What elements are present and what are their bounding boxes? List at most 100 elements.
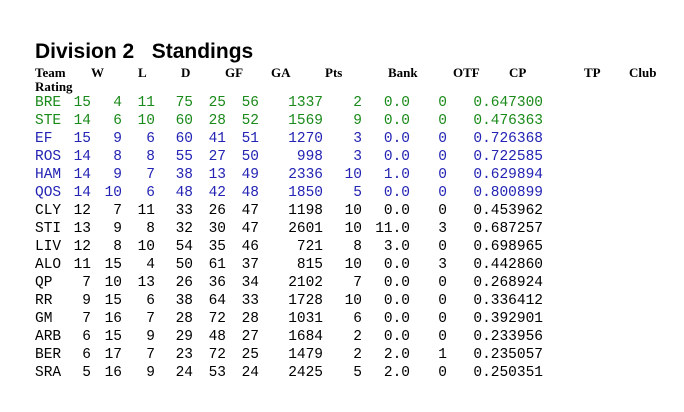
page-title: Division 2 Standings — [35, 40, 254, 63]
cell-ga: 53 — [208, 365, 226, 381]
cell-l: 16 — [104, 311, 122, 327]
cell-d: 4 — [146, 257, 155, 273]
cell-club: 0.336412 — [473, 293, 543, 309]
cell-d: 9 — [146, 365, 155, 381]
header-cp: CP — [509, 65, 527, 80]
cell-cp: 0.0 — [383, 293, 410, 309]
cell-gf: 32 — [175, 221, 193, 237]
cell-team: ALO — [35, 257, 62, 273]
cell-tp: 0 — [438, 167, 447, 183]
cell-tp: 0 — [438, 293, 447, 309]
cell-pts: 24 — [241, 365, 259, 381]
cell-w: 12 — [73, 203, 91, 219]
cell-d: 7 — [146, 311, 155, 327]
table-row: LIV 12 8 10 54 35 46 721 8 3.0 0 0.698965 — [35, 238, 555, 256]
cell-club: 0.687257 — [473, 221, 543, 237]
cell-gf: 75 — [175, 95, 193, 111]
header-otf: OTF — [453, 65, 480, 80]
cell-bank: 1031 — [288, 311, 323, 327]
cell-l: 4 — [113, 95, 122, 111]
header-bank: Bank — [388, 65, 418, 80]
cell-l: 8 — [113, 239, 122, 255]
cell-club: 0.476363 — [473, 113, 543, 129]
cell-bank: 1728 — [288, 293, 323, 309]
cell-otf: 2 — [353, 347, 362, 363]
cell-club: 0.392901 — [473, 311, 543, 327]
cell-w: 7 — [82, 275, 91, 291]
cell-otf: 10 — [344, 221, 362, 237]
cell-gf: 33 — [175, 203, 193, 219]
cell-l: 6 — [113, 113, 122, 129]
cell-pts: 25 — [241, 347, 259, 363]
cell-l: 8 — [113, 149, 122, 165]
cell-otf: 9 — [353, 113, 362, 129]
cell-cp: 0.0 — [383, 257, 410, 273]
cell-gf: 50 — [175, 257, 193, 273]
cell-pts: 51 — [241, 131, 259, 147]
cell-ga: 30 — [208, 221, 226, 237]
cell-otf: 2 — [353, 329, 362, 345]
cell-club: 0.442860 — [473, 257, 543, 273]
cell-l: 15 — [104, 257, 122, 273]
cell-cp: 0.0 — [383, 329, 410, 345]
cell-gf: 55 — [175, 149, 193, 165]
header-pts: Pts — [325, 65, 343, 80]
cell-pts: 47 — [241, 221, 259, 237]
cell-d: 8 — [146, 221, 155, 237]
cell-otf: 5 — [353, 185, 362, 201]
cell-ga: 61 — [208, 257, 226, 273]
cell-ga: 26 — [208, 203, 226, 219]
cell-cp: 0.0 — [383, 149, 410, 165]
cell-bank: 998 — [296, 149, 323, 165]
cell-tp: 0 — [438, 149, 447, 165]
cell-pts: 34 — [241, 275, 259, 291]
cell-w: 15 — [73, 131, 91, 147]
cell-club: 0.698965 — [473, 239, 543, 255]
cell-cp: 11.0 — [375, 221, 410, 237]
table-row: RR 9 15 6 38 64 33 1728 10 0.0 0 0.336412 — [35, 292, 555, 310]
cell-tp: 0 — [438, 329, 447, 345]
cell-tp: 0 — [438, 365, 447, 381]
cell-team: EF — [35, 131, 53, 147]
cell-d: 10 — [137, 113, 155, 129]
cell-l: 10 — [104, 275, 122, 291]
cell-pts: 28 — [241, 311, 259, 327]
table-row: ROS 14 8 8 55 27 50 998 3 0.0 0 0.722585 — [35, 148, 555, 166]
cell-d: 6 — [146, 131, 155, 147]
cell-team: QOS — [35, 185, 62, 201]
cell-team: QP — [35, 275, 53, 291]
cell-pts: 46 — [241, 239, 259, 255]
cell-tp: 1 — [438, 347, 447, 363]
table-row: SRA 5 16 9 24 53 24 2425 5 2.0 0 0.250351 — [35, 364, 555, 382]
cell-team: RR — [35, 293, 53, 309]
cell-cp: 0.0 — [383, 275, 410, 291]
header-l: L — [138, 65, 147, 80]
cell-l: 9 — [113, 167, 122, 183]
header-tp: TP — [584, 65, 601, 80]
cell-d: 6 — [146, 293, 155, 309]
cell-d: 9 — [146, 329, 155, 345]
cell-club: 0.800899 — [473, 185, 543, 201]
cell-team: STI — [35, 221, 62, 237]
cell-ga: 28 — [208, 113, 226, 129]
table-row: STE 14 6 10 60 28 52 1569 9 0.0 0 0.476363 — [35, 112, 555, 130]
cell-ga: 36 — [208, 275, 226, 291]
cell-tp: 3 — [438, 257, 447, 273]
cell-gf: 28 — [175, 311, 193, 327]
cell-bank: 1270 — [288, 131, 323, 147]
cell-team: BER — [35, 347, 62, 363]
cell-tp: 0 — [438, 95, 447, 111]
cell-ga: 13 — [208, 167, 226, 183]
header-gf: GF — [225, 65, 244, 80]
header-w: W — [91, 65, 104, 80]
cell-l: 15 — [104, 293, 122, 309]
cell-club: 0.647300 — [473, 95, 543, 111]
table-row: BRE 15 4 11 75 25 56 1337 2 0.0 0 0.647300 — [35, 94, 555, 112]
cell-gf: 38 — [175, 167, 193, 183]
cell-d: 7 — [146, 167, 155, 183]
cell-l: 15 — [104, 329, 122, 345]
cell-bank: 1684 — [288, 329, 323, 345]
cell-team: GM — [35, 311, 53, 327]
header-ga: GA — [271, 65, 291, 80]
cell-gf: 29 — [175, 329, 193, 345]
